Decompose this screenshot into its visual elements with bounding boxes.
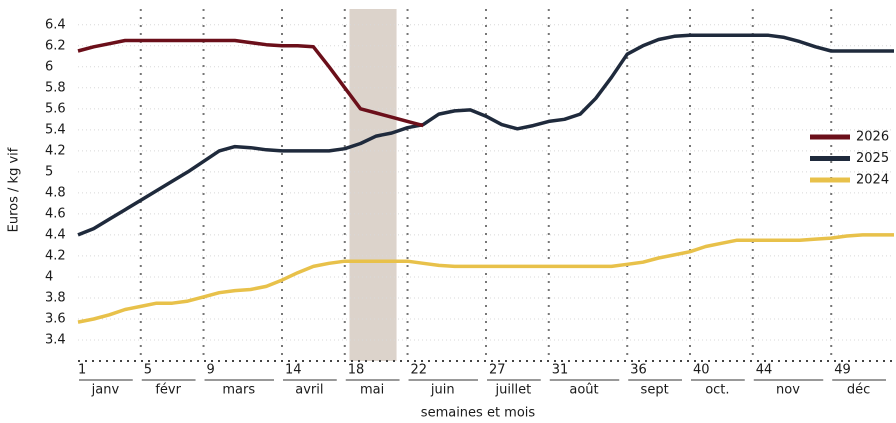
x-tick-label: 31 — [552, 363, 569, 378]
y-tick-label: 4.6 — [45, 206, 66, 221]
month-label: mars — [222, 383, 255, 398]
x-tick-label: 40 — [693, 363, 710, 378]
x-tick-label: 49 — [834, 363, 851, 378]
month-label: août — [569, 383, 598, 398]
series-line — [77, 38, 424, 128]
x-tick-label: 1 — [78, 363, 86, 378]
month-label: mai — [360, 383, 384, 398]
month-label: avril — [295, 383, 323, 398]
month-label: nov — [776, 383, 800, 398]
y-tick-label: 4.2 — [45, 143, 66, 158]
y-tick-label: 4.8 — [45, 185, 66, 200]
month-label: sept — [641, 383, 669, 398]
x-tick-label: 14 — [285, 363, 302, 378]
shaded-period — [349, 9, 397, 361]
month-label: févr — [155, 383, 181, 398]
x-tick-label: 27 — [489, 363, 506, 378]
x-tick-label: 44 — [756, 363, 773, 378]
y-tick-label: 3.8 — [45, 290, 66, 305]
legend-label: 2026 — [856, 130, 889, 145]
series-line — [77, 33, 894, 237]
x-tick-label: 18 — [348, 363, 365, 378]
y-axis-label: Euros / kg vif — [7, 147, 22, 232]
y-tick-label: 6.2 — [45, 38, 66, 53]
y-tick-label: 4 — [45, 269, 53, 284]
x-tick-label: 36 — [630, 363, 647, 378]
month-label: oct. — [705, 383, 729, 398]
y-tick-label: 3.6 — [45, 311, 66, 326]
y-tick-label: 5.4 — [45, 122, 66, 137]
series-line — [77, 233, 894, 324]
x-axis-label: semaines et mois — [421, 406, 536, 421]
month-label: déc — [847, 383, 870, 398]
legend-label: 2024 — [856, 173, 889, 188]
y-tick-label: 6.4 — [45, 17, 66, 32]
x-tick-label: 9 — [207, 363, 215, 378]
y-tick-label: 3.4 — [45, 332, 66, 347]
y-tick-label: 5.8 — [45, 80, 66, 95]
legend-label: 2025 — [856, 151, 889, 166]
y-tick-label: 4.2 — [45, 248, 66, 263]
month-label: juin — [430, 383, 455, 398]
y-tick-label: 6 — [45, 59, 53, 74]
month-label: juillet — [494, 383, 531, 398]
y-tick-label: 4.4 — [45, 227, 66, 242]
x-tick-label: 5 — [144, 363, 152, 378]
month-label: janv — [91, 383, 120, 398]
y-tick-label: 5 — [45, 164, 53, 179]
x-tick-label: 22 — [411, 363, 428, 378]
y-tick-label: 5.6 — [45, 101, 66, 116]
